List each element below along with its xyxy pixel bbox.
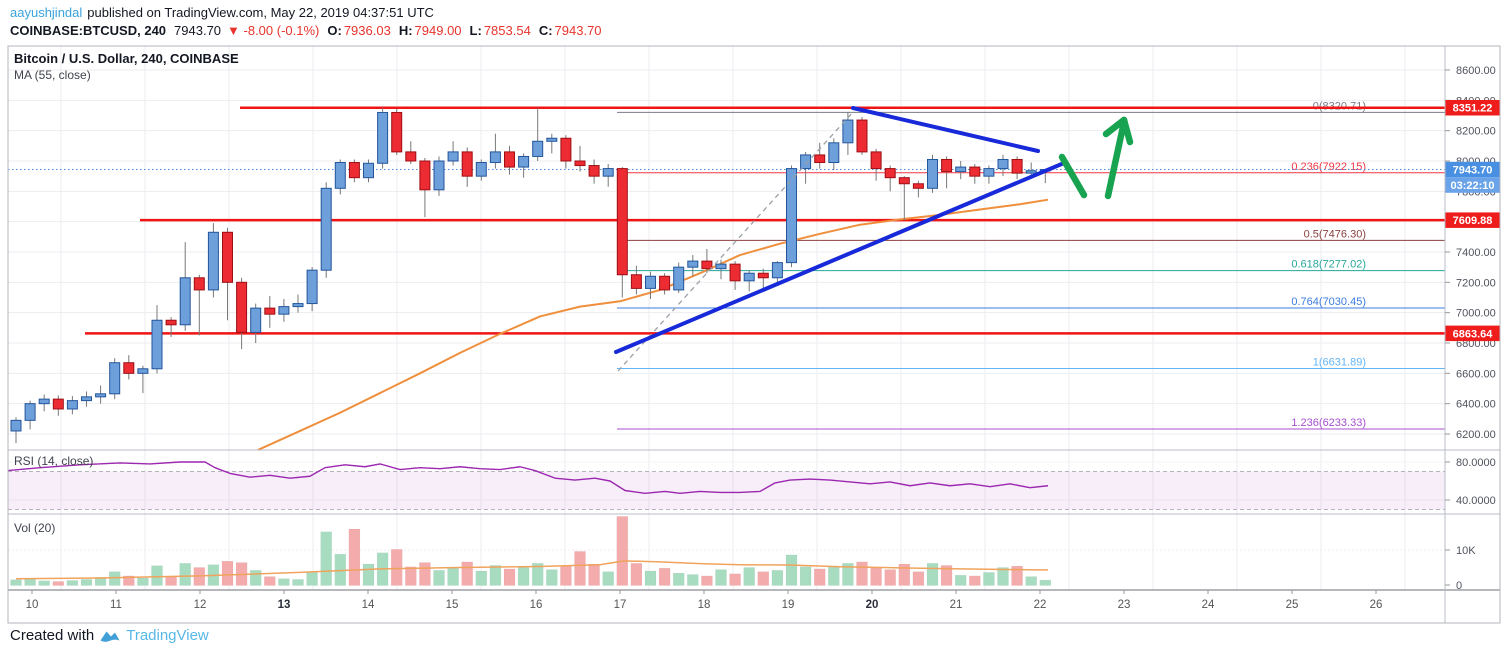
svg-text:23: 23 [1118,599,1131,611]
svg-text:7000.00: 7000.00 [1456,308,1496,320]
published-text: published on TradingView.com, May 22, 20… [87,5,434,20]
ma-55-line [257,198,1049,451]
high-label: H: [398,23,413,38]
candles-layer [10,107,1051,444]
volume-indicator-label[interactable]: Vol (20) [14,521,56,535]
created-with-text: Created with [10,627,95,644]
svg-text:7200.00: 7200.00 [1456,277,1496,289]
svg-text:1.236(6233.33): 1.236(6233.33) [1291,417,1366,429]
svg-text:1(6631.89): 1(6631.89) [1313,356,1366,368]
close-value: 7943.70 [554,23,602,38]
svg-text:18: 18 [698,599,711,611]
resistance-lines-layer [85,106,1445,335]
svg-text:14: 14 [362,599,375,611]
svg-text:0(8320.71): 0(8320.71) [1313,100,1366,112]
svg-text:40.0000: 40.0000 [1456,495,1496,507]
svg-text:25: 25 [1286,599,1299,611]
low-value: 7853.54 [483,23,531,38]
high-value: 7949.00 [414,23,462,38]
close-label: C: [538,23,553,38]
svg-text:0.764(7030.45): 0.764(7030.45) [1291,296,1366,308]
svg-text:03:22:10: 03:22:10 [1450,180,1494,192]
trendline-annotations-layer [614,106,1066,372]
chart-legend-title[interactable]: Bitcoin / U.S. Dollar, 240, COINBASE [14,51,239,66]
ma-indicator-label[interactable]: MA (55, close) [14,68,91,82]
last-price-text: 7943.70 [174,23,222,38]
low-label: L: [469,23,482,38]
svg-text:6200.00: 6200.00 [1456,429,1496,441]
volume-bars-layer [10,516,1052,586]
author-link[interactable]: aayushjindal [10,5,83,20]
svg-text:8600.00: 8600.00 [1456,65,1496,77]
ticker-line: COINBASE:BTCUSD, 240 7943.70 ▼ -8.00 (-0.1… [10,23,602,38]
svg-text:10: 10 [26,599,39,611]
svg-text:6863.64: 6863.64 [1453,328,1494,340]
svg-text:26: 26 [1370,599,1383,611]
svg-text:16: 16 [530,599,543,611]
rsi-pane-layer [7,461,1445,510]
price-axis-badges: 8351.22 7609.88 6863.64 7943.70 03:22:10 [1445,99,1500,342]
footer: Created with TradingView [10,627,209,644]
fib-retracement-layer: 0(8320.71) 0.236(7922.15) 0.5(7476.30) 0.61… [617,100,1445,430]
svg-text:20: 20 [866,599,879,611]
svg-text:0: 0 [1456,580,1462,592]
svg-text:10K: 10K [1456,545,1476,557]
svg-text:8351.22: 8351.22 [1453,103,1493,115]
svg-text:0.5(7476.30): 0.5(7476.30) [1304,228,1366,240]
svg-text:11: 11 [110,599,122,611]
svg-text:7609.88: 7609.88 [1453,215,1493,227]
open-label: O: [327,23,342,38]
tradingview-logo-icon [100,631,120,642]
open-value: 7936.03 [343,23,391,38]
svg-text:22: 22 [1034,599,1047,611]
svg-text:0.236(7922.15): 0.236(7922.15) [1291,161,1366,173]
svg-text:13: 13 [278,599,291,611]
publish-line: aayushjindal published on TradingView.com… [10,5,434,20]
svg-text:6400.00: 6400.00 [1456,399,1496,411]
svg-text:17: 17 [614,599,627,611]
svg-text:7400.00: 7400.00 [1456,247,1496,259]
tradingview-brand-link[interactable]: TradingView [126,627,209,644]
svg-text:6600.00: 6600.00 [1456,368,1496,380]
svg-text:0.618(7277.02): 0.618(7277.02) [1291,259,1366,271]
symbol-title[interactable]: COINBASE:BTCUSD, 240 [10,23,167,38]
price-change: ▼ -8.00 (-0.1%) [227,23,320,38]
svg-text:24: 24 [1202,599,1215,611]
svg-text:19: 19 [782,599,795,611]
svg-text:8200.00: 8200.00 [1456,126,1496,138]
rsi-indicator-label[interactable]: RSI (14, close) [14,454,94,468]
svg-text:21: 21 [950,599,963,611]
volume-ma-line [15,560,1049,580]
svg-text:12: 12 [194,599,207,611]
svg-text:7943.70: 7943.70 [1453,165,1493,177]
green-arrow-annotations-layer [1058,116,1134,200]
svg-text:15: 15 [446,599,459,611]
svg-text:80.0000: 80.0000 [1456,457,1496,469]
time-axis: 10 11 12 13 14 15 16 17 18 19 20 21 22 23 24 25 26 [26,590,1383,611]
pane-dividers-layer [7,45,1501,624]
